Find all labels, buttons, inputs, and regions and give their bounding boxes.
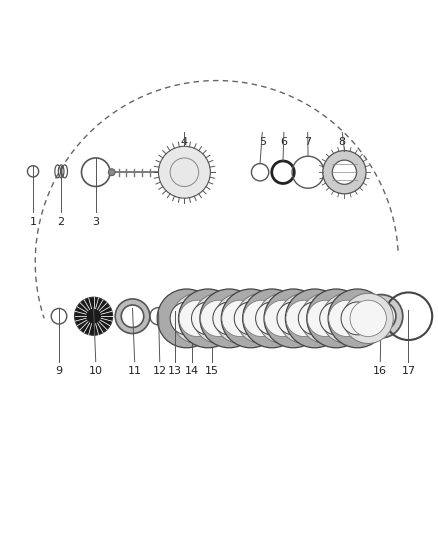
Circle shape	[277, 302, 310, 335]
Circle shape	[298, 302, 331, 335]
Circle shape	[222, 300, 258, 336]
Text: 17: 17	[401, 366, 416, 376]
Circle shape	[328, 289, 387, 348]
Circle shape	[170, 302, 203, 335]
Text: 13: 13	[168, 366, 182, 376]
Circle shape	[307, 289, 366, 348]
Circle shape	[191, 302, 224, 335]
Circle shape	[243, 289, 301, 348]
Circle shape	[343, 293, 393, 343]
Circle shape	[258, 293, 308, 343]
Circle shape	[360, 295, 403, 338]
Circle shape	[341, 302, 374, 335]
Circle shape	[115, 299, 150, 334]
Circle shape	[256, 302, 289, 335]
Circle shape	[108, 169, 115, 176]
Text: 16: 16	[373, 366, 387, 376]
Text: 11: 11	[127, 366, 141, 376]
Circle shape	[350, 300, 386, 336]
Circle shape	[121, 305, 144, 327]
Circle shape	[201, 300, 237, 336]
Text: 5: 5	[259, 137, 266, 147]
Circle shape	[215, 293, 265, 343]
Circle shape	[172, 293, 223, 343]
Circle shape	[74, 297, 113, 335]
Circle shape	[234, 302, 267, 335]
Circle shape	[243, 300, 279, 336]
Circle shape	[236, 293, 286, 343]
Circle shape	[320, 302, 353, 335]
Text: 9: 9	[56, 366, 63, 376]
Text: 1: 1	[29, 217, 36, 227]
Circle shape	[328, 300, 365, 336]
Circle shape	[179, 300, 215, 336]
Circle shape	[221, 289, 280, 348]
Circle shape	[332, 160, 357, 184]
Text: 2: 2	[57, 217, 65, 227]
Circle shape	[323, 151, 366, 194]
Circle shape	[179, 289, 237, 348]
Circle shape	[279, 293, 329, 343]
Circle shape	[157, 289, 216, 348]
Circle shape	[159, 146, 210, 198]
Circle shape	[300, 293, 350, 343]
Circle shape	[213, 302, 246, 335]
Circle shape	[264, 289, 323, 348]
Circle shape	[322, 293, 372, 343]
Text: 6: 6	[280, 137, 287, 147]
Text: 8: 8	[339, 137, 346, 147]
Circle shape	[194, 293, 244, 343]
Circle shape	[265, 300, 301, 336]
Circle shape	[367, 302, 396, 331]
Text: 7: 7	[304, 137, 311, 147]
Text: 10: 10	[89, 366, 103, 376]
Circle shape	[286, 300, 322, 336]
Text: 14: 14	[185, 366, 199, 376]
Circle shape	[307, 300, 344, 336]
Text: 3: 3	[92, 217, 99, 227]
Text: 15: 15	[205, 366, 219, 376]
Circle shape	[200, 289, 259, 348]
Text: 4: 4	[181, 137, 188, 147]
Circle shape	[286, 289, 344, 348]
Text: 12: 12	[153, 366, 167, 376]
